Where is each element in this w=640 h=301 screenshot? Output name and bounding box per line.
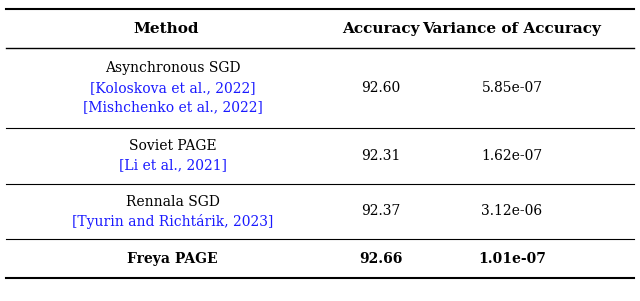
Text: [Koloskova et al., 2022]: [Koloskova et al., 2022]	[90, 81, 255, 95]
Text: Method: Method	[134, 22, 199, 36]
Text: Variance of Accuracy: Variance of Accuracy	[422, 22, 602, 36]
Text: Accuracy: Accuracy	[342, 22, 420, 36]
Text: 1.62e-07: 1.62e-07	[481, 149, 543, 163]
Text: Rennala SGD: Rennala SGD	[126, 195, 220, 209]
Text: [Li et al., 2021]: [Li et al., 2021]	[119, 159, 227, 172]
Text: 92.66: 92.66	[359, 252, 403, 266]
Text: Soviet PAGE: Soviet PAGE	[129, 139, 216, 153]
Text: 5.85e-07: 5.85e-07	[481, 81, 543, 95]
Text: [Mishchenko et al., 2022]: [Mishchenko et al., 2022]	[83, 101, 263, 115]
Text: Freya PAGE: Freya PAGE	[127, 252, 218, 266]
Text: 92.37: 92.37	[361, 204, 401, 219]
Text: 3.12e-06: 3.12e-06	[481, 204, 543, 219]
Text: 92.31: 92.31	[361, 149, 401, 163]
Text: 92.60: 92.60	[361, 81, 401, 95]
Text: Asynchronous SGD: Asynchronous SGD	[105, 61, 241, 76]
Text: [Tyurin and Richtárik, 2023]: [Tyurin and Richtárik, 2023]	[72, 214, 273, 229]
Text: 1.01e-07: 1.01e-07	[478, 252, 546, 266]
